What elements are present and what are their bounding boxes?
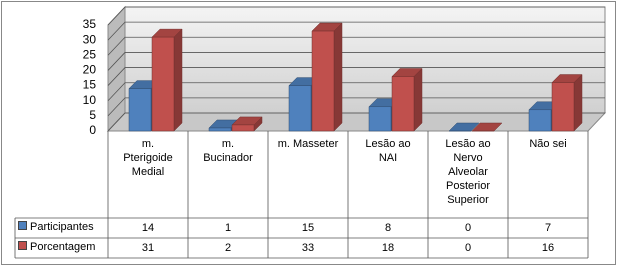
legend-entry: Porcentagem <box>18 241 95 253</box>
grid-line <box>107 82 605 101</box>
bar <box>151 28 183 132</box>
bar-face <box>128 88 152 132</box>
category-label: Lesão ao Nervo Alveolar Posterior Superi… <box>445 138 491 206</box>
bar-face <box>551 82 575 132</box>
bar-face <box>368 106 392 132</box>
y-tick-label: 25 <box>83 47 97 61</box>
table-value: 0 <box>464 222 472 234</box>
table-value: 16 <box>541 242 555 254</box>
bar-face <box>208 127 232 132</box>
grid-line <box>107 36 605 56</box>
legend-key <box>18 221 27 230</box>
y-tick-label: 20 <box>83 63 97 77</box>
table-value: 14 <box>141 222 155 234</box>
bar <box>471 122 503 132</box>
category-label: m. Masseter <box>277 138 339 150</box>
bar <box>448 122 480 132</box>
category-label: m. Pterigoide Medial <box>123 138 173 178</box>
bar-face <box>413 67 423 132</box>
bar-face <box>151 36 175 132</box>
bar <box>311 22 343 132</box>
grid-line <box>107 97 605 117</box>
table-value: 2 <box>224 242 232 254</box>
y-tick-label: 15 <box>83 78 97 92</box>
bar-face <box>573 73 583 132</box>
grid-line <box>107 67 605 86</box>
table-value: 7 <box>544 222 552 234</box>
table-value: 15 <box>301 222 315 234</box>
table-value: 33 <box>301 242 315 254</box>
bar <box>551 73 583 132</box>
bar-face <box>528 109 552 132</box>
grid-line <box>107 112 605 132</box>
y-tick-label: 5 <box>89 108 96 122</box>
table-value: 8 <box>384 222 392 234</box>
bar-face <box>288 85 312 132</box>
grid-line <box>107 6 605 26</box>
bar-face <box>173 28 183 132</box>
y-tick-label: 30 <box>83 32 97 46</box>
table-value: 1 <box>224 222 232 234</box>
back-wall <box>124 6 606 114</box>
grid-line <box>107 52 605 71</box>
bar-face <box>231 124 255 132</box>
y-tick-label: 10 <box>83 93 97 107</box>
legend-key <box>18 241 27 250</box>
legend-label: Participantes <box>30 221 94 233</box>
grid-line <box>107 21 605 41</box>
bar-face <box>333 22 343 132</box>
category-label: Não sei <box>529 138 567 150</box>
bar-face <box>391 76 415 132</box>
category-label: Lesão ao NAI <box>365 138 411 164</box>
table-value: 18 <box>381 242 395 254</box>
category-label: m. Bucinador <box>203 138 253 164</box>
bar <box>391 67 423 132</box>
y-tick-label: 35 <box>83 17 97 31</box>
side-wall <box>107 5 126 133</box>
legend-label: Porcentagem <box>30 241 96 253</box>
legend-entry: Participantes <box>18 221 94 233</box>
y-tick-label: 0 <box>89 123 96 137</box>
bar <box>231 116 263 132</box>
bar-face <box>311 30 335 132</box>
table-value: 31 <box>141 242 155 254</box>
table-value: 0 <box>464 242 472 254</box>
